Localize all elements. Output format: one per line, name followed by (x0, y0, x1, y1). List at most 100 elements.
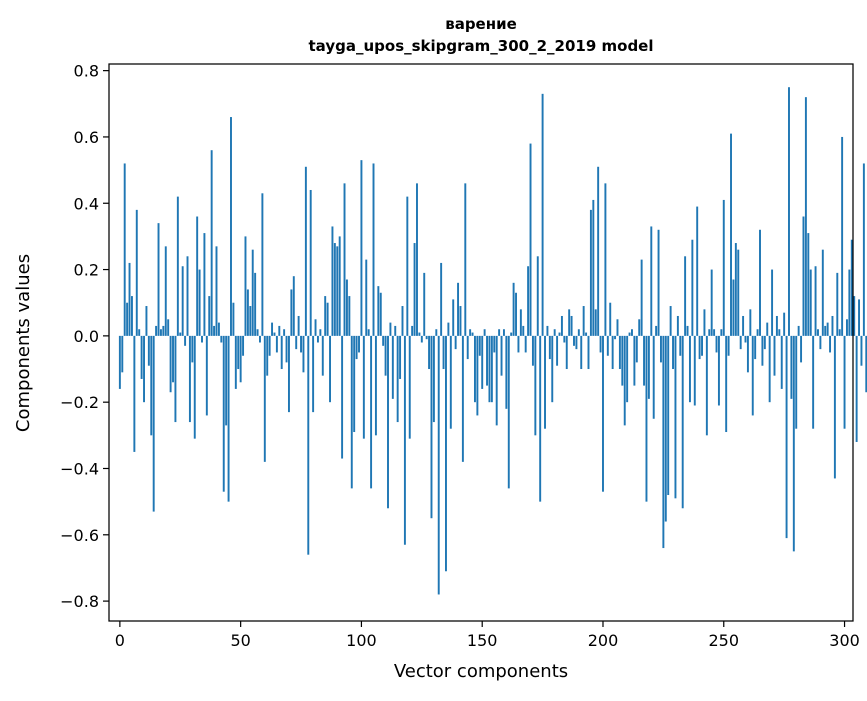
bar-140 (457, 282, 460, 336)
bar-19 (164, 246, 167, 336)
bar-122 (413, 243, 416, 336)
bar-240 (698, 335, 701, 360)
bar-229 (672, 335, 675, 370)
chart-title: варение (445, 15, 517, 33)
bar-0 (118, 335, 121, 389)
bar-290 (819, 335, 822, 350)
bar-160 (505, 335, 508, 409)
bar-152 (486, 335, 489, 386)
bar-285 (807, 233, 810, 336)
bar-31 (193, 335, 196, 439)
bar-82 (316, 335, 319, 343)
bar-269 (768, 335, 771, 403)
bar-3 (126, 302, 129, 336)
bar-94 (345, 279, 348, 336)
bar-163 (512, 282, 515, 336)
bar-79 (309, 189, 312, 336)
bar-245 (710, 269, 713, 336)
bar-262 (751, 335, 754, 416)
bar-293 (826, 322, 829, 336)
bar-22 (172, 335, 174, 383)
bar-201 (604, 183, 607, 336)
y-tick-label: −0.8 (60, 592, 99, 611)
bar-289 (817, 329, 819, 336)
bar-271 (773, 335, 776, 376)
bar-139 (454, 335, 457, 350)
bar-167 (522, 325, 525, 336)
bar-302 (848, 269, 851, 336)
bar-247 (715, 335, 718, 353)
bar-135 (445, 335, 447, 572)
bar-73 (295, 335, 298, 350)
bar-227 (667, 335, 670, 496)
bar-230 (674, 335, 677, 499)
bar-220 (650, 226, 653, 336)
bar-150 (481, 335, 484, 389)
bar-192 (582, 306, 585, 336)
bar-50 (239, 335, 242, 383)
bar-244 (708, 329, 711, 336)
bar-113 (391, 335, 394, 399)
bar-254 (732, 279, 735, 336)
bar-277 (788, 87, 790, 336)
bar-141 (459, 306, 462, 336)
bar-288 (814, 266, 817, 336)
bar-24 (176, 196, 179, 336)
bar-112 (389, 322, 392, 336)
bar-170 (529, 143, 532, 336)
bar-143 (464, 183, 467, 336)
y-tick-label: 0.0 (74, 327, 99, 346)
bar-95 (348, 296, 351, 336)
bar-154 (490, 335, 493, 403)
bar-231 (676, 315, 679, 336)
bar-118 (403, 335, 406, 545)
bar-199 (599, 335, 602, 353)
bar-228 (669, 306, 672, 336)
bar-305 (855, 335, 858, 442)
bar-41 (217, 322, 220, 336)
bar-62 (268, 335, 271, 356)
bar-186 (568, 309, 571, 336)
bar-142 (461, 335, 464, 462)
bar-263 (754, 335, 757, 360)
bar-61 (266, 335, 269, 376)
y-tick-label: −0.2 (60, 393, 99, 412)
bar-55 (251, 249, 254, 336)
bar-267 (763, 335, 766, 350)
bar-209 (623, 335, 626, 426)
bar-232 (679, 335, 682, 356)
bar-12 (147, 335, 150, 366)
bar-207 (618, 335, 621, 370)
bar-203 (609, 302, 612, 336)
bar-206 (616, 319, 619, 336)
bar-226 (664, 335, 667, 522)
bar-279 (792, 335, 795, 552)
bar-287 (812, 335, 815, 429)
y-axis-label: Components values (13, 254, 34, 432)
bar-6 (133, 335, 136, 452)
bar-120 (408, 335, 411, 439)
bar-70 (287, 335, 290, 413)
bar-168 (524, 335, 527, 353)
bar-11 (145, 306, 148, 336)
bar-121 (411, 325, 414, 336)
x-axis-label: Vector components (394, 661, 568, 682)
bar-43 (222, 335, 225, 492)
bar-16 (157, 223, 160, 336)
bar-181 (556, 335, 559, 366)
bar-202 (606, 335, 609, 356)
bar-2 (123, 163, 126, 336)
bar-117 (401, 306, 404, 336)
bar-21 (169, 335, 172, 393)
bar-161 (507, 335, 510, 489)
bar-286 (809, 269, 812, 336)
bar-134 (442, 335, 445, 370)
bar-281 (797, 325, 800, 336)
bar-233 (681, 335, 684, 509)
bar-124 (418, 332, 421, 336)
bar-259 (744, 335, 747, 343)
bar-147 (473, 335, 476, 403)
bar-292 (824, 325, 827, 336)
bar-129 (430, 335, 433, 519)
